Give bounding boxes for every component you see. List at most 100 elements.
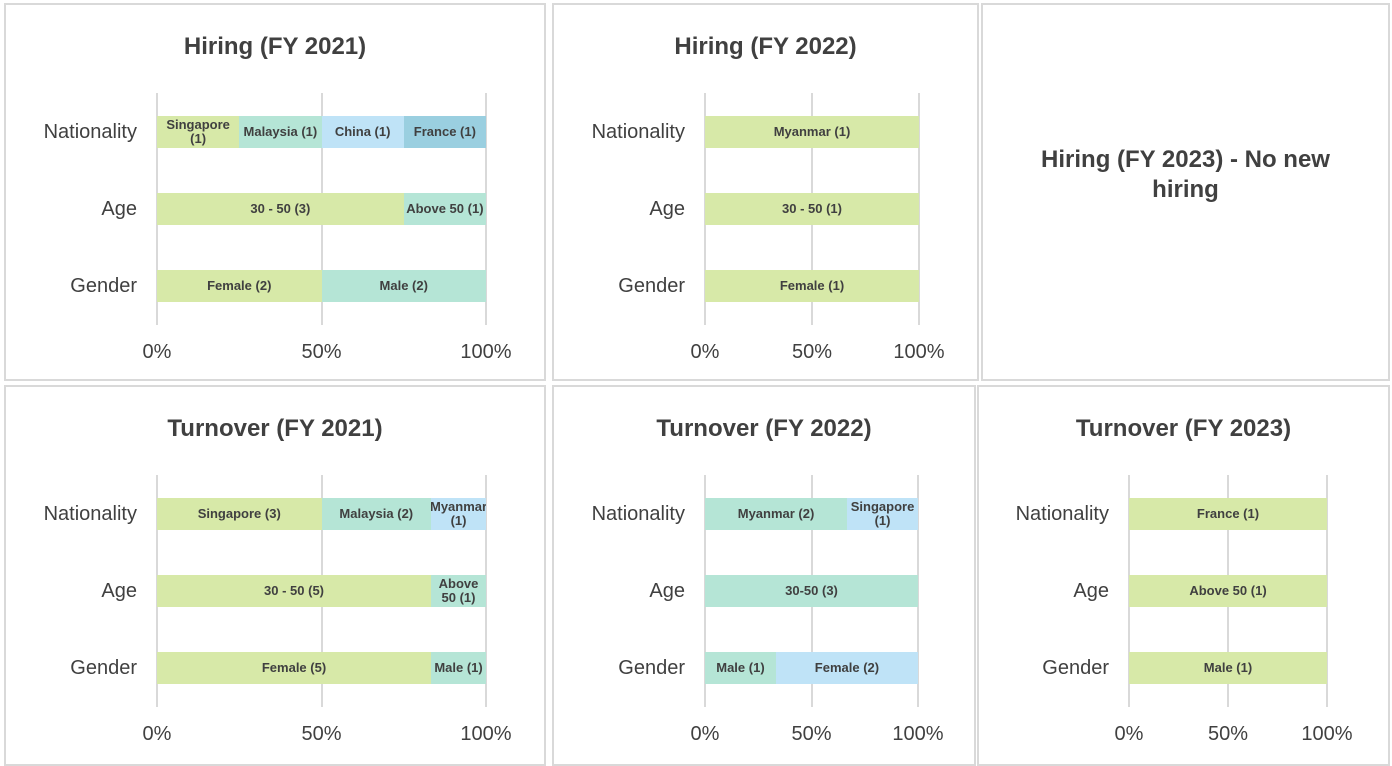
chart-title: Turnover (FY 2022)	[656, 415, 872, 442]
chart-panel: Turnover (FY 2022) 0% 50% 100% Nationality My…	[552, 385, 976, 766]
y-tick-label: Gender	[1042, 657, 1109, 679]
x-tick-label: 0%	[1114, 723, 1144, 745]
bar-segment: 30 - 50 (5)	[157, 575, 432, 607]
segment-label: Singapore (3)	[197, 506, 281, 521]
y-tick-label: Nationality	[43, 121, 137, 143]
segment-label: Female (5)	[261, 660, 327, 675]
segment-label: Male (1)	[716, 660, 765, 675]
segment-label: Female (1)	[779, 278, 845, 293]
bar-segment: Singapore (3)	[157, 498, 322, 530]
x-tick-label: 0%	[142, 723, 172, 745]
bar-segment: Female (2)	[157, 270, 322, 302]
chart-title: Turnover (FY 2021)	[167, 415, 383, 442]
chart-panel: Hiring (FY 2021) 0% 50% 100% Nationality Sing…	[4, 3, 546, 381]
bar-segment: Malaysia (2)	[321, 498, 432, 530]
bar-segment: Male (2)	[321, 270, 486, 302]
y-tick-label: Age	[101, 198, 137, 220]
bar-segment: 30-50 (3)	[705, 575, 918, 607]
bar-segment: Malaysia (1)	[239, 116, 322, 148]
chart-title: Hiring (FY 2021)	[183, 33, 367, 60]
segment-label: Myanmar (1)	[773, 124, 851, 139]
x-tick-label: 100%	[1301, 723, 1353, 745]
x-tick-label: 50%	[301, 723, 342, 745]
segment-label: Female (2)	[814, 660, 880, 675]
y-tick-label: Nationality	[43, 503, 137, 525]
x-tick-label: 50%	[791, 341, 833, 363]
segment-label: Above 50 (1)	[438, 576, 479, 605]
bar-segment: Above 50 (1)	[431, 575, 486, 607]
y-tick-label: Gender	[618, 275, 685, 297]
bar-segment: France (1)	[403, 116, 486, 148]
bar-segment: Singapore (1)	[157, 116, 240, 148]
x-tick-label: 100%	[460, 723, 512, 745]
bar-segment: Above 50 (1)	[1129, 575, 1327, 607]
segment-label: Above 50 (1)	[1189, 583, 1267, 598]
segment-label: Myanmar (2)	[737, 506, 815, 521]
bar-segment: Myanmar (1)	[431, 498, 486, 530]
segment-label: Male (2)	[379, 278, 428, 293]
segment-label: Male (1)	[434, 660, 483, 675]
segment-label: Female (2)	[207, 278, 272, 293]
segment-label: Malaysia (1)	[243, 124, 318, 139]
segment-label: Above 50 (1)	[406, 201, 484, 216]
bar-segment: Male (1)	[1129, 652, 1327, 684]
segment-label: 30-50 (3)	[785, 583, 838, 598]
x-tick-label: 100%	[893, 341, 945, 363]
bar-segment: Male (1)	[431, 652, 486, 684]
y-tick-label: Age	[1073, 580, 1109, 602]
bar-segment: Female (5)	[157, 652, 432, 684]
bar-segment: France (1)	[1129, 498, 1327, 530]
bar-segment: Female (1)	[705, 270, 919, 302]
segment-label: Male (1)	[1203, 660, 1253, 675]
y-tick-label: Age	[649, 198, 685, 220]
y-tick-label: Nationality	[591, 121, 685, 143]
chart-title: Turnover (FY 2023)	[1075, 415, 1292, 442]
x-tick-label: 100%	[460, 341, 512, 363]
y-tick-label: Age	[101, 580, 137, 602]
grid-line	[485, 475, 487, 707]
bar-segment: Female (2)	[775, 652, 918, 684]
segment-label: Malaysia (2)	[339, 506, 414, 521]
y-tick-label: Gender	[618, 657, 685, 679]
segment-label: 30 - 50 (5)	[264, 583, 325, 598]
y-tick-label: Nationality	[1015, 503, 1109, 525]
bar-segment: Male (1)	[705, 652, 776, 684]
segment-label: 30 - 50 (1)	[782, 201, 842, 216]
segment-label: Singapore (1)	[166, 117, 230, 146]
grid-line	[1326, 475, 1328, 707]
segment-label: 30 - 50 (3)	[250, 201, 311, 216]
bar-segment: Myanmar (1)	[705, 116, 919, 148]
segment-label: Singapore (1)	[850, 499, 915, 528]
x-tick-label: 50%	[791, 723, 832, 745]
y-tick-label: Nationality	[591, 503, 685, 525]
y-tick-label: Gender	[70, 275, 137, 297]
segment-label: Myanmar (1)	[431, 499, 486, 528]
chart-title: Hiring (FY 2022)	[674, 33, 857, 60]
notice-panel: Hiring (FY 2023) - No new hiring	[981, 3, 1390, 381]
chart-panel: Hiring (FY 2022) 0% 50% 100% Nationality Myan…	[552, 3, 979, 381]
bar-segment: Singapore (1)	[847, 498, 918, 530]
x-tick-label: 0%	[690, 341, 720, 363]
bar-segment: 30 - 50 (3)	[157, 193, 404, 225]
grid-line	[485, 93, 487, 325]
x-tick-label: 0%	[690, 723, 720, 745]
chart-panel: Turnover (FY 2021) 0% 50% 100% Nationality Si…	[4, 385, 546, 766]
y-tick-label: Gender	[70, 657, 137, 679]
chart-panel: Turnover (FY 2023) 0% 50% 100% Nationality Fr…	[977, 385, 1390, 766]
notice-title: Hiring (FY 2023) - No new hiring	[1041, 146, 1330, 203]
x-tick-label: 0%	[142, 341, 172, 363]
grid-line	[918, 93, 920, 325]
bar-segment: Myanmar (2)	[705, 498, 848, 530]
segment-label: China (1)	[334, 124, 391, 139]
segment-label: France (1)	[413, 124, 476, 139]
segment-label: France (1)	[1196, 506, 1260, 521]
bar-segment: Above 50 (1)	[403, 193, 486, 225]
y-tick-label: Age	[649, 580, 685, 602]
grid-line	[917, 475, 919, 707]
bar-segment: China (1)	[321, 116, 404, 148]
x-tick-label: 50%	[1207, 723, 1249, 745]
x-tick-label: 100%	[892, 723, 944, 745]
x-tick-label: 50%	[301, 341, 342, 363]
bar-segment: 30 - 50 (1)	[705, 193, 919, 225]
